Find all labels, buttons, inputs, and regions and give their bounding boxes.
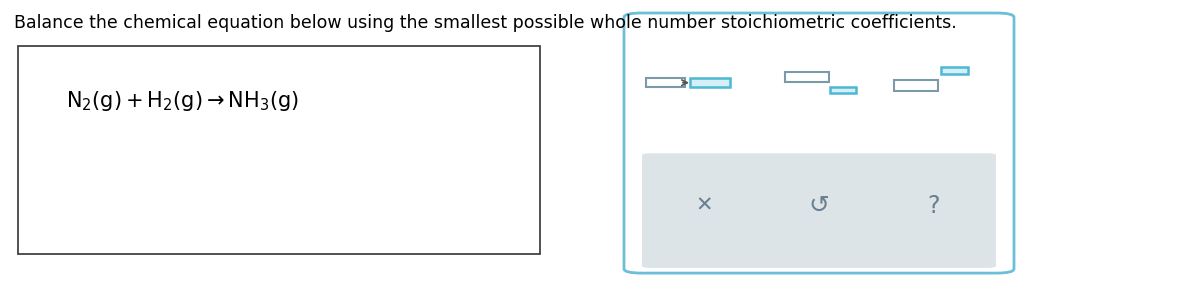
FancyBboxPatch shape [642, 153, 996, 268]
Bar [646, 78, 685, 88]
Text: $\mathregular{N_2(g) + H_2(g) \rightarrow NH_3(g)}$: $\mathregular{N_2(g) + H_2(g) \rightarro… [66, 89, 299, 113]
Bar [830, 87, 857, 93]
Text: Balance the chemical equation below using the smallest possible whole number sto: Balance the chemical equation below usin… [14, 14, 958, 32]
Bar [941, 67, 967, 74]
Text: ?: ? [928, 194, 941, 218]
Bar [894, 80, 938, 91]
Bar [690, 78, 730, 88]
FancyBboxPatch shape [18, 46, 540, 254]
Bar [785, 72, 829, 82]
Text: ✕: ✕ [695, 196, 713, 216]
Text: ↺: ↺ [809, 194, 829, 218]
FancyBboxPatch shape [624, 13, 1014, 273]
